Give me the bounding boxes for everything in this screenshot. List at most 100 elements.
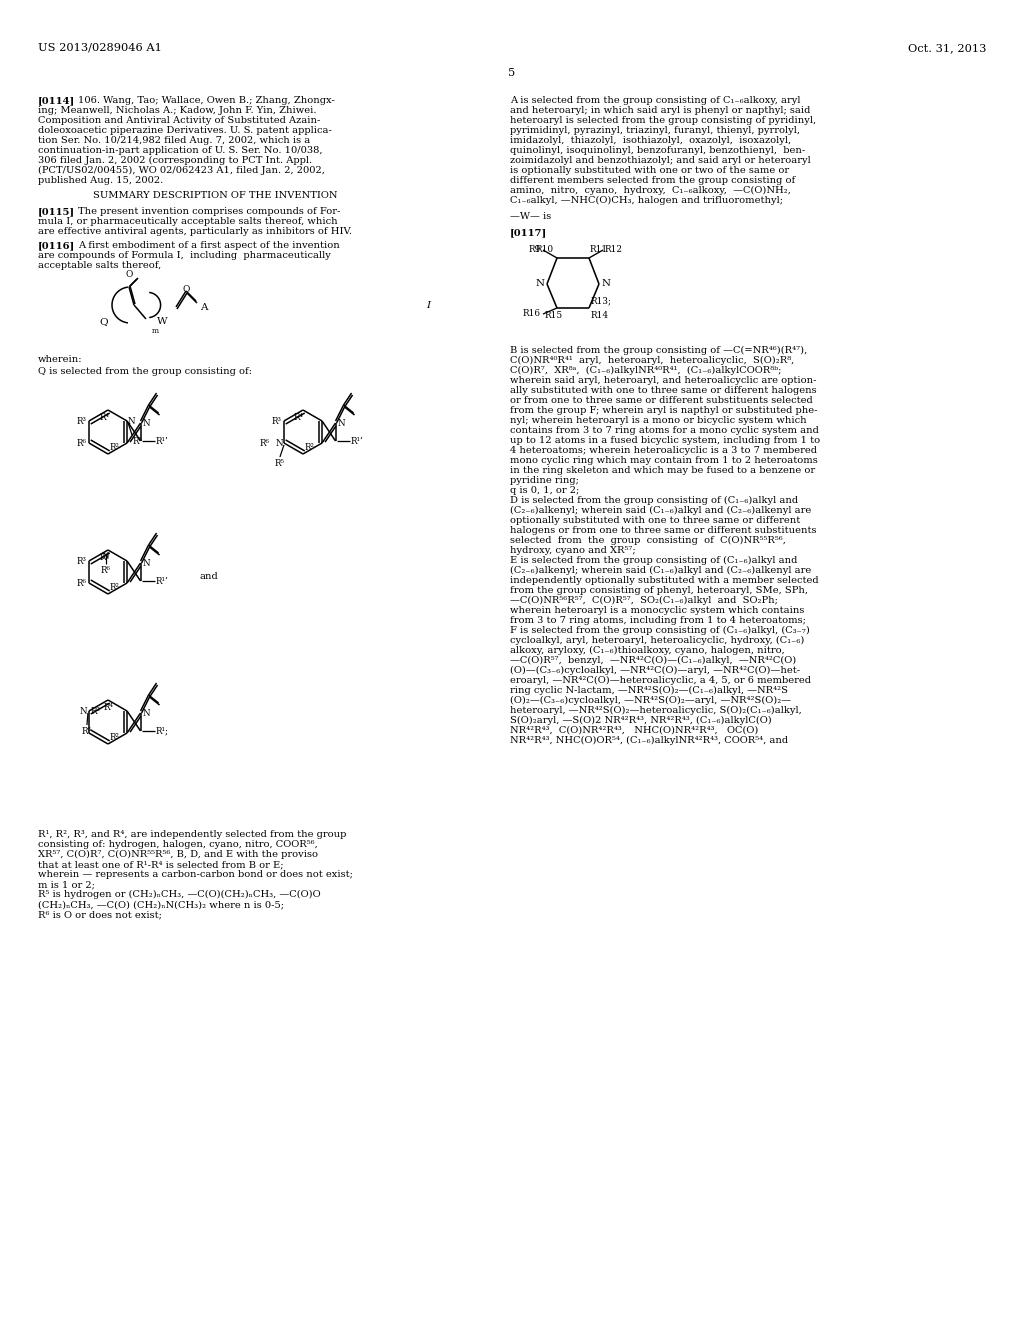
Text: R¹’: R¹’ xyxy=(350,437,364,446)
Text: [0116]: [0116] xyxy=(38,242,75,251)
Text: A first embodiment of a first aspect of the invention: A first embodiment of a first aspect of … xyxy=(78,242,340,251)
Text: N: N xyxy=(601,280,610,289)
Text: 306 filed Jan. 2, 2002 (corresponding to PCT Int. Appl.: 306 filed Jan. 2, 2002 (corresponding to… xyxy=(38,156,312,165)
Text: 4 heteroatoms; wherein heteroalicyclic is a 3 to 7 membered: 4 heteroatoms; wherein heteroalicyclic i… xyxy=(510,446,817,455)
Text: A: A xyxy=(200,304,208,312)
Text: R¹’: R¹’ xyxy=(156,577,168,586)
Text: (C₂₋₆)alkenyl; wherein said (C₁₋₆)alkyl and (C₂₋₆)alkenyl are: (C₂₋₆)alkenyl; wherein said (C₁₋₆)alkyl … xyxy=(510,566,811,576)
Text: R16: R16 xyxy=(523,309,541,318)
Text: m: m xyxy=(152,327,159,335)
Text: R⁵: R⁵ xyxy=(275,459,285,469)
Text: ally substituted with one to three same or different halogens: ally substituted with one to three same … xyxy=(510,385,816,395)
Text: Composition and Antiviral Activity of Substituted Azain-: Composition and Antiviral Activity of Su… xyxy=(38,116,321,125)
Text: R11: R11 xyxy=(590,246,608,253)
Text: C(O)NR⁴⁰R⁴¹  aryl,  heteroaryl,  heteroalicyclic,  S(O)₂R⁸,: C(O)NR⁴⁰R⁴¹ aryl, heteroaryl, heteroalic… xyxy=(510,356,795,366)
Text: are compounds of Formula I,  including  pharmaceutically: are compounds of Formula I, including ph… xyxy=(38,252,331,260)
Text: wherein heteroaryl is a monocyclic system which contains: wherein heteroaryl is a monocyclic syste… xyxy=(510,606,805,615)
Text: and: and xyxy=(200,572,219,581)
Text: R⁴: R⁴ xyxy=(99,553,109,562)
Text: R³: R³ xyxy=(91,706,101,715)
Text: I: I xyxy=(426,301,430,310)
Text: hydroxy, cyano and XR⁵⁷;: hydroxy, cyano and XR⁵⁷; xyxy=(510,546,636,554)
Text: F is selected from the group consisting of (C₁₋₆)alkyl, (C₃₋₇): F is selected from the group consisting … xyxy=(510,626,810,635)
Text: D is selected from the group consisting of (C₁₋₆)alkyl and: D is selected from the group consisting … xyxy=(510,496,798,506)
Text: R⁴: R⁴ xyxy=(99,413,109,422)
Text: q is 0, 1, or 2;: q is 0, 1, or 2; xyxy=(510,486,580,495)
Text: N: N xyxy=(142,558,151,568)
Text: tion Ser. No. 10/214,982 filed Aug. 7, 2002, which is a: tion Ser. No. 10/214,982 filed Aug. 7, 2… xyxy=(38,136,310,145)
Text: R9: R9 xyxy=(528,246,541,255)
Text: N: N xyxy=(101,552,109,561)
Text: m is 1 or 2;: m is 1 or 2; xyxy=(38,880,95,888)
Text: —C(O)R⁵⁷,  benzyl,  —NR⁴²C(O)—(C₁₋₆)alkyl,  —NR⁴²C(O): —C(O)R⁵⁷, benzyl, —NR⁴²C(O)—(C₁₋₆)alkyl,… xyxy=(510,656,797,665)
Text: ring cyclic N-lactam, —NR⁴²S(O)₂—(C₁₋₆)alkyl, —NR⁴²S: ring cyclic N-lactam, —NR⁴²S(O)₂—(C₁₋₆)a… xyxy=(510,686,788,696)
Text: US 2013/0289046 A1: US 2013/0289046 A1 xyxy=(38,44,162,53)
Text: doleoxoacetic piperazine Derivatives. U. S. patent applica-: doleoxoacetic piperazine Derivatives. U.… xyxy=(38,125,332,135)
Text: NR⁴²R⁴³, NHC(O)OR⁵⁴, (C₁₋₆)alkylNR⁴²R⁴³, COOR⁵⁴, and: NR⁴²R⁴³, NHC(O)OR⁵⁴, (C₁₋₆)alkylNR⁴²R⁴³,… xyxy=(510,737,788,744)
Text: R⁶ is O or does not exist;: R⁶ is O or does not exist; xyxy=(38,909,162,919)
Text: (O)₂—(C₃₋₆)cycloalkyl, —NR⁴²S(O)₂—aryl, —NR⁴²S(O)₂—: (O)₂—(C₃₋₆)cycloalkyl, —NR⁴²S(O)₂—aryl, … xyxy=(510,696,792,705)
Text: [0115]: [0115] xyxy=(38,207,75,216)
Text: R⁴: R⁴ xyxy=(294,413,304,422)
Text: are effective antiviral agents, particularly as inhibitors of HIV.: are effective antiviral agents, particul… xyxy=(38,227,352,236)
Text: C₁₋₆alkyl, —NHC(O)CH₃, halogen and trifluoromethyl;: C₁₋₆alkyl, —NHC(O)CH₃, halogen and trifl… xyxy=(510,195,783,205)
Text: wherein said aryl, heteroaryl, and heteroalicyclic are option-: wherein said aryl, heteroaryl, and heter… xyxy=(510,376,816,385)
Text: R³: R³ xyxy=(77,557,87,565)
Text: 5: 5 xyxy=(508,69,516,78)
Text: —C(O)NR⁵⁶R⁵⁷,  C(O)R⁵⁷,  SO₂(C₁₋₆)alkyl  and  SO₂Ph;: —C(O)NR⁵⁶R⁵⁷, C(O)R⁵⁷, SO₂(C₁₋₆)alkyl an… xyxy=(510,597,778,605)
Text: R⁶: R⁶ xyxy=(101,566,111,576)
Text: R14: R14 xyxy=(591,312,609,319)
Text: wherein — represents a carbon-carbon bond or does not exist;: wherein — represents a carbon-carbon bon… xyxy=(38,870,353,879)
Text: N: N xyxy=(338,418,345,428)
Text: R15: R15 xyxy=(545,312,563,319)
Text: continuation-in-part application of U. S. Ser. No. 10/038,: continuation-in-part application of U. S… xyxy=(38,147,323,154)
Text: up to 12 atoms in a fused bicyclic system, including from 1 to: up to 12 atoms in a fused bicyclic syste… xyxy=(510,436,820,445)
Text: or from one to three same or different substituents selected: or from one to three same or different s… xyxy=(510,396,813,405)
Text: SUMMARY DESCRIPTION OF THE INVENTION: SUMMARY DESCRIPTION OF THE INVENTION xyxy=(93,191,338,201)
Text: N: N xyxy=(142,418,151,428)
Text: optionally substituted with one to three same or different: optionally substituted with one to three… xyxy=(510,516,800,525)
Text: C(O)R⁷,  XR⁸ᵃ,  (C₁₋₆)alkylNR⁴⁰R⁴¹,  (C₁₋₆)alkylCOOR⁸ᵇ;: C(O)R⁷, XR⁸ᵃ, (C₁₋₆)alkylNR⁴⁰R⁴¹, (C₁₋₆)… xyxy=(510,366,781,375)
Text: wherein:: wherein: xyxy=(38,355,83,364)
Text: nyl; wherein heteroaryl is a mono or bicyclic system which: nyl; wherein heteroaryl is a mono or bic… xyxy=(510,416,807,425)
Text: N: N xyxy=(142,709,151,718)
Text: R¹;: R¹; xyxy=(156,726,169,735)
Text: R⁶: R⁶ xyxy=(260,438,270,447)
Text: XR⁵⁷, C(O)R⁷, C(O)NR⁵⁵R⁵⁶, B, D, and E with the proviso: XR⁵⁷, C(O)R⁷, C(O)NR⁵⁵R⁵⁶, B, D, and E w… xyxy=(38,850,318,859)
Text: (CH₂)ₙCH₃, —C(O) (CH₂)ₙN(CH₃)₂ where n is 0-5;: (CH₂)ₙCH₃, —C(O) (CH₂)ₙN(CH₃)₂ where n i… xyxy=(38,900,284,909)
Text: and heteroaryl; in which said aryl is phenyl or napthyl; said: and heteroaryl; in which said aryl is ph… xyxy=(510,106,810,115)
Text: from the group consisting of phenyl, heteroaryl, SMe, SPh,: from the group consisting of phenyl, het… xyxy=(510,586,808,595)
Text: W: W xyxy=(157,317,167,326)
Text: heteroaryl, —NR⁴²S(O)₂—heteroalicyclic, S(O)₂(C₁₋₆)alkyl,: heteroaryl, —NR⁴²S(O)₂—heteroalicyclic, … xyxy=(510,706,802,715)
Text: N: N xyxy=(79,706,87,715)
Text: zoimidazolyl and benzothiazolyl; and said aryl or heteroaryl: zoimidazolyl and benzothiazolyl; and sai… xyxy=(510,156,811,165)
Text: in the ring skeleton and which may be fused to a benzene or: in the ring skeleton and which may be fu… xyxy=(510,466,815,475)
Text: R²: R² xyxy=(110,444,120,451)
Text: [0114]: [0114] xyxy=(38,96,75,106)
Text: A is selected from the group consisting of C₁₋₆alkoxy, aryl: A is selected from the group consisting … xyxy=(510,96,801,106)
Text: R¹, R², R³, and R⁴, are independently selected from the group: R¹, R², R³, and R⁴, are independently se… xyxy=(38,830,346,840)
Text: amino,  nitro,  cyano,  hydroxy,  C₁₋₆alkoxy,  —C(O)NH₂,: amino, nitro, cyano, hydroxy, C₁₋₆alkoxy… xyxy=(510,186,791,195)
Text: alkoxy, aryloxy, (C₁₋₆)thioalkoxy, cyano, halogen, nitro,: alkoxy, aryloxy, (C₁₋₆)thioalkoxy, cyano… xyxy=(510,645,784,655)
Text: R10: R10 xyxy=(536,246,554,253)
Text: quinolinyl, isoquinolinyl, benzofuranyl, benzothienyl,  ben-: quinolinyl, isoquinolinyl, benzofuranyl,… xyxy=(510,147,805,154)
Text: (PCT/US02/00455), WO 02/062423 A1, filed Jan. 2, 2002,: (PCT/US02/00455), WO 02/062423 A1, filed… xyxy=(38,166,325,176)
Text: mono cyclic ring which may contain from 1 to 2 heteroatoms: mono cyclic ring which may contain from … xyxy=(510,455,818,465)
Text: N: N xyxy=(536,280,545,289)
Text: is optionally substituted with one or two of the same or: is optionally substituted with one or tw… xyxy=(510,166,790,176)
Text: cycloalkyl, aryl, heteroaryl, heteroalicyclic, hydroxy, (C₁₋₆): cycloalkyl, aryl, heteroaryl, heteroalic… xyxy=(510,636,805,645)
Text: that at least one of R¹-R⁴ is selected from B or E;: that at least one of R¹-R⁴ is selected f… xyxy=(38,861,284,869)
Text: from 3 to 7 ring atoms, including from 1 to 4 heteroatoms;: from 3 to 7 ring atoms, including from 1… xyxy=(510,616,806,624)
Text: O: O xyxy=(182,285,189,294)
Text: halogens or from one to three same or different substituents: halogens or from one to three same or di… xyxy=(510,525,816,535)
Text: R⁵ is hydrogen or (CH₂)ₙCH₃, —C(O)(CH₂)ₙCH₃, —C(O)O: R⁵ is hydrogen or (CH₂)ₙCH₃, —C(O)(CH₂)ₙ… xyxy=(38,890,321,899)
Text: independently optionally substituted with a member selected: independently optionally substituted wit… xyxy=(510,576,818,585)
Text: O: O xyxy=(125,271,133,279)
Text: NR⁴²R⁴³,  C(O)NR⁴²R⁴³,   NHC(O)NR⁴²R⁴³,   OC(O): NR⁴²R⁴³, C(O)NR⁴²R⁴³, NHC(O)NR⁴²R⁴³, OC(… xyxy=(510,726,759,735)
Text: published Aug. 15, 2002.: published Aug. 15, 2002. xyxy=(38,176,163,185)
Text: R⁶: R⁶ xyxy=(82,727,92,737)
Text: mula I, or pharmaceutically acceptable salts thereof, which: mula I, or pharmaceutically acceptable s… xyxy=(38,218,338,227)
Text: (O)—(C₃₋₆)cycloalkyl, —NR⁴²C(O)—aryl, —NR⁴²C(O)—het-: (O)—(C₃₋₆)cycloalkyl, —NR⁴²C(O)—aryl, —N… xyxy=(510,667,800,675)
Text: Oct. 31, 2013: Oct. 31, 2013 xyxy=(907,44,986,53)
Text: R³: R³ xyxy=(77,417,87,425)
